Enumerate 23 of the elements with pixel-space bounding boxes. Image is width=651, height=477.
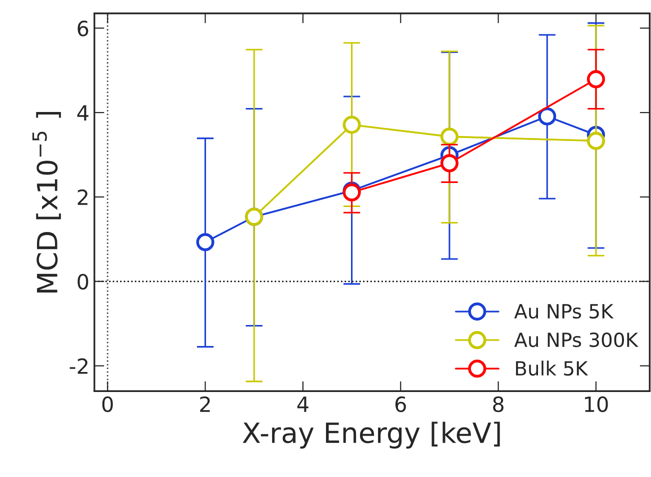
x-axis-title: X-ray Energy [keV]: [242, 422, 500, 449]
point: [586, 70, 606, 88]
point: [342, 116, 361, 134]
y-tick-label: -2: [70, 358, 88, 374]
legend-label: Au NPs 300K: [514, 332, 638, 348]
point: [440, 154, 458, 172]
x-tick-label: 2: [200, 396, 210, 412]
y-tick-label: 6: [78, 20, 88, 36]
point: [196, 233, 214, 252]
x-tick-label: 8: [493, 396, 504, 412]
point: [586, 132, 606, 150]
legend-label: Au NPs 5K: [514, 304, 614, 319]
point: [440, 128, 458, 146]
x-tick-label: 10: [585, 396, 608, 412]
y-tick-label: 2: [78, 189, 88, 205]
x-tick-label: 0: [102, 396, 113, 412]
x-tick-label: 6: [395, 396, 406, 412]
point: [538, 107, 556, 126]
y-tick-label: 0: [78, 274, 88, 290]
legend-label: Bulk 5K: [516, 360, 588, 376]
y-axis-title: MCD [x10$^{−5}$ ]: [32, 112, 61, 292]
y-tick-label: 4: [77, 105, 88, 120]
x-tick-label: 4: [297, 396, 308, 412]
